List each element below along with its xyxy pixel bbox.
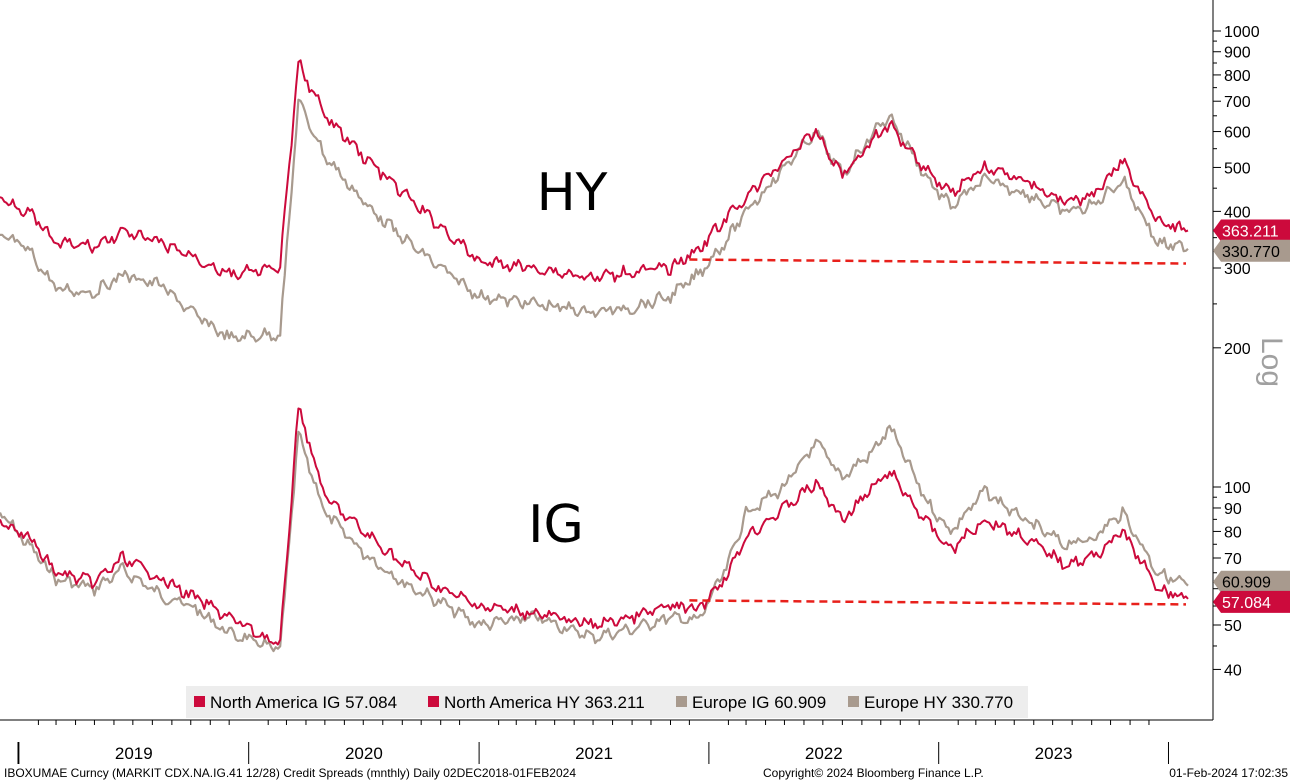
legend-item: Europe IG 60.909	[676, 693, 826, 712]
footer-source: IBOXUMAE Curncy (MARKIT CDX.NA.IG.41 12/…	[4, 766, 576, 780]
last-value-tags: 363.211 330.770 60.909 57.084	[1213, 219, 1290, 613]
tag-background	[1213, 590, 1290, 613]
tag-background	[1213, 219, 1290, 242]
series-line-europe-ig	[0, 424, 1189, 653]
y-tick-label: 800	[1224, 68, 1251, 85]
x-tick-label: 2021	[575, 744, 613, 763]
legend-swatch	[848, 696, 859, 707]
tag-background	[1213, 570, 1290, 593]
y-tick-label: 500	[1224, 160, 1251, 177]
y-tick-label: 200	[1224, 341, 1251, 358]
y-tick-label: 900	[1224, 45, 1251, 62]
x-axis: 2019 2020 2021 2022 2023	[0, 719, 1213, 764]
y-tick-label: 90	[1224, 501, 1242, 518]
legend-label: Europe IG 60.909	[692, 693, 826, 712]
footer-timestamp: 01-Feb-2024 17:02:35	[1169, 766, 1288, 780]
reference-line-hy	[689, 258, 1187, 265]
legend-box	[186, 686, 1028, 718]
tag-value: 60.909	[1222, 575, 1271, 592]
x-tick-label: 2022	[805, 744, 843, 763]
y-tick-label: 300	[1224, 261, 1251, 278]
tag-value: 330.770	[1222, 244, 1280, 261]
hy-panel-label: HY	[537, 163, 608, 223]
legend-swatch	[676, 696, 687, 707]
legend-item: North America HY 363.211	[428, 693, 645, 712]
last-value-tag-north-america-hy: 363.211	[1213, 219, 1290, 242]
legend-swatch	[194, 696, 205, 707]
y-tick-label: 40	[1224, 662, 1242, 679]
reference-line-ig	[689, 599, 1187, 606]
legend-item: Europe HY 330.770	[848, 693, 1013, 712]
y-tick-label: 70	[1224, 551, 1242, 568]
legend: North America IG 57.084 North America HY …	[186, 686, 1028, 718]
y-tick-label: 80	[1224, 524, 1242, 541]
last-value-tag-europe-ig: 60.909	[1213, 570, 1290, 593]
y-tick-label: 50	[1224, 618, 1242, 635]
tag-value: 57.084	[1222, 595, 1271, 612]
tag-value: 363.211	[1222, 223, 1279, 240]
tag-background	[1213, 239, 1290, 262]
legend-swatch	[428, 696, 439, 707]
legend-label: North America HY 363.211	[444, 693, 645, 712]
ig-panel-label: IG	[528, 495, 584, 555]
y-tick-label: 400	[1224, 204, 1251, 221]
last-value-tag-europe-hy: 330.770	[1213, 239, 1290, 262]
x-tick-label: 2020	[345, 744, 383, 763]
x-tick-label: 2023	[1035, 744, 1073, 763]
log-axis-label: Log	[1255, 337, 1288, 387]
x-tick-label: 2019	[115, 744, 153, 763]
series-line-north-america-hy	[0, 59, 1189, 283]
last-value-tag-north-america-ig: 57.084	[1213, 590, 1290, 613]
legend-item: North America IG 57.084	[194, 693, 397, 712]
series-layer	[0, 59, 1189, 653]
legend-label: North America IG 57.084	[210, 693, 397, 712]
series-line-europe-hy	[0, 98, 1189, 343]
y-tick-label: 100	[1224, 480, 1251, 497]
y-tick-label: 1000	[1224, 24, 1260, 41]
reference-lines	[689, 258, 1187, 606]
legend-label: Europe HY 330.770	[864, 693, 1013, 712]
y-axis: 2003004005006007008009001000405060708090…	[1212, 0, 1260, 720]
y-tick-label: 700	[1224, 94, 1251, 111]
y-tick-label: 600	[1224, 125, 1251, 142]
footer-copyright: Copyright© 2024 Bloomberg Finance L.P.	[763, 766, 984, 780]
series-line-north-america-ig	[0, 407, 1189, 646]
